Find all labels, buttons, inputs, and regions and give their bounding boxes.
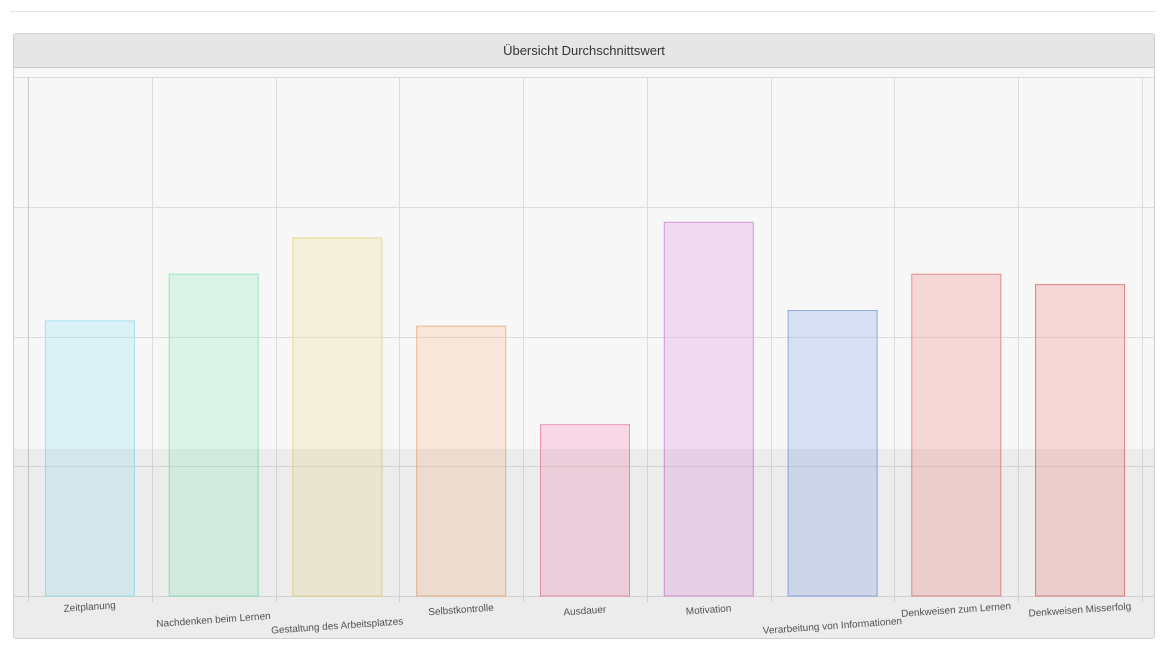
x-tick-label: Gestaltung des Arbeitsplatzes — [271, 616, 404, 636]
bar-2 — [168, 273, 259, 597]
x-tick-label: Nachdenken beim Lernen — [156, 611, 271, 630]
x-tick-label: Denkweisen zum Lernen — [901, 601, 1012, 620]
bar-6 — [663, 221, 754, 597]
x-tick-label: Zeitplanung — [63, 600, 116, 615]
bar-9 — [1035, 284, 1126, 597]
panel-title: Übersicht Durchschnittswert — [14, 34, 1154, 68]
x-tick-label: Verarbeitung von Informationen — [762, 616, 902, 637]
bar-8 — [911, 273, 1002, 597]
x-tick-label: Denkweisen Misserfolg — [1028, 601, 1131, 619]
bar-chart: Zeitplanung Nachdenken beim Lernen Gestalt… — [14, 77, 1154, 637]
bar-1 — [44, 320, 135, 597]
bar-5 — [540, 424, 630, 597]
x-tick-label: Selbstkontrolle — [428, 603, 495, 619]
chart-panel: Übersicht Durchschnittswert Zeitplanung N… — [13, 33, 1155, 639]
x-tick-label: Ausdauer — [563, 604, 607, 618]
bar-3 — [292, 237, 383, 597]
bar-4 — [416, 325, 507, 597]
top-divider — [10, 11, 1156, 12]
x-tick-label: Motivation — [686, 603, 732, 617]
bar-7 — [787, 310, 878, 597]
